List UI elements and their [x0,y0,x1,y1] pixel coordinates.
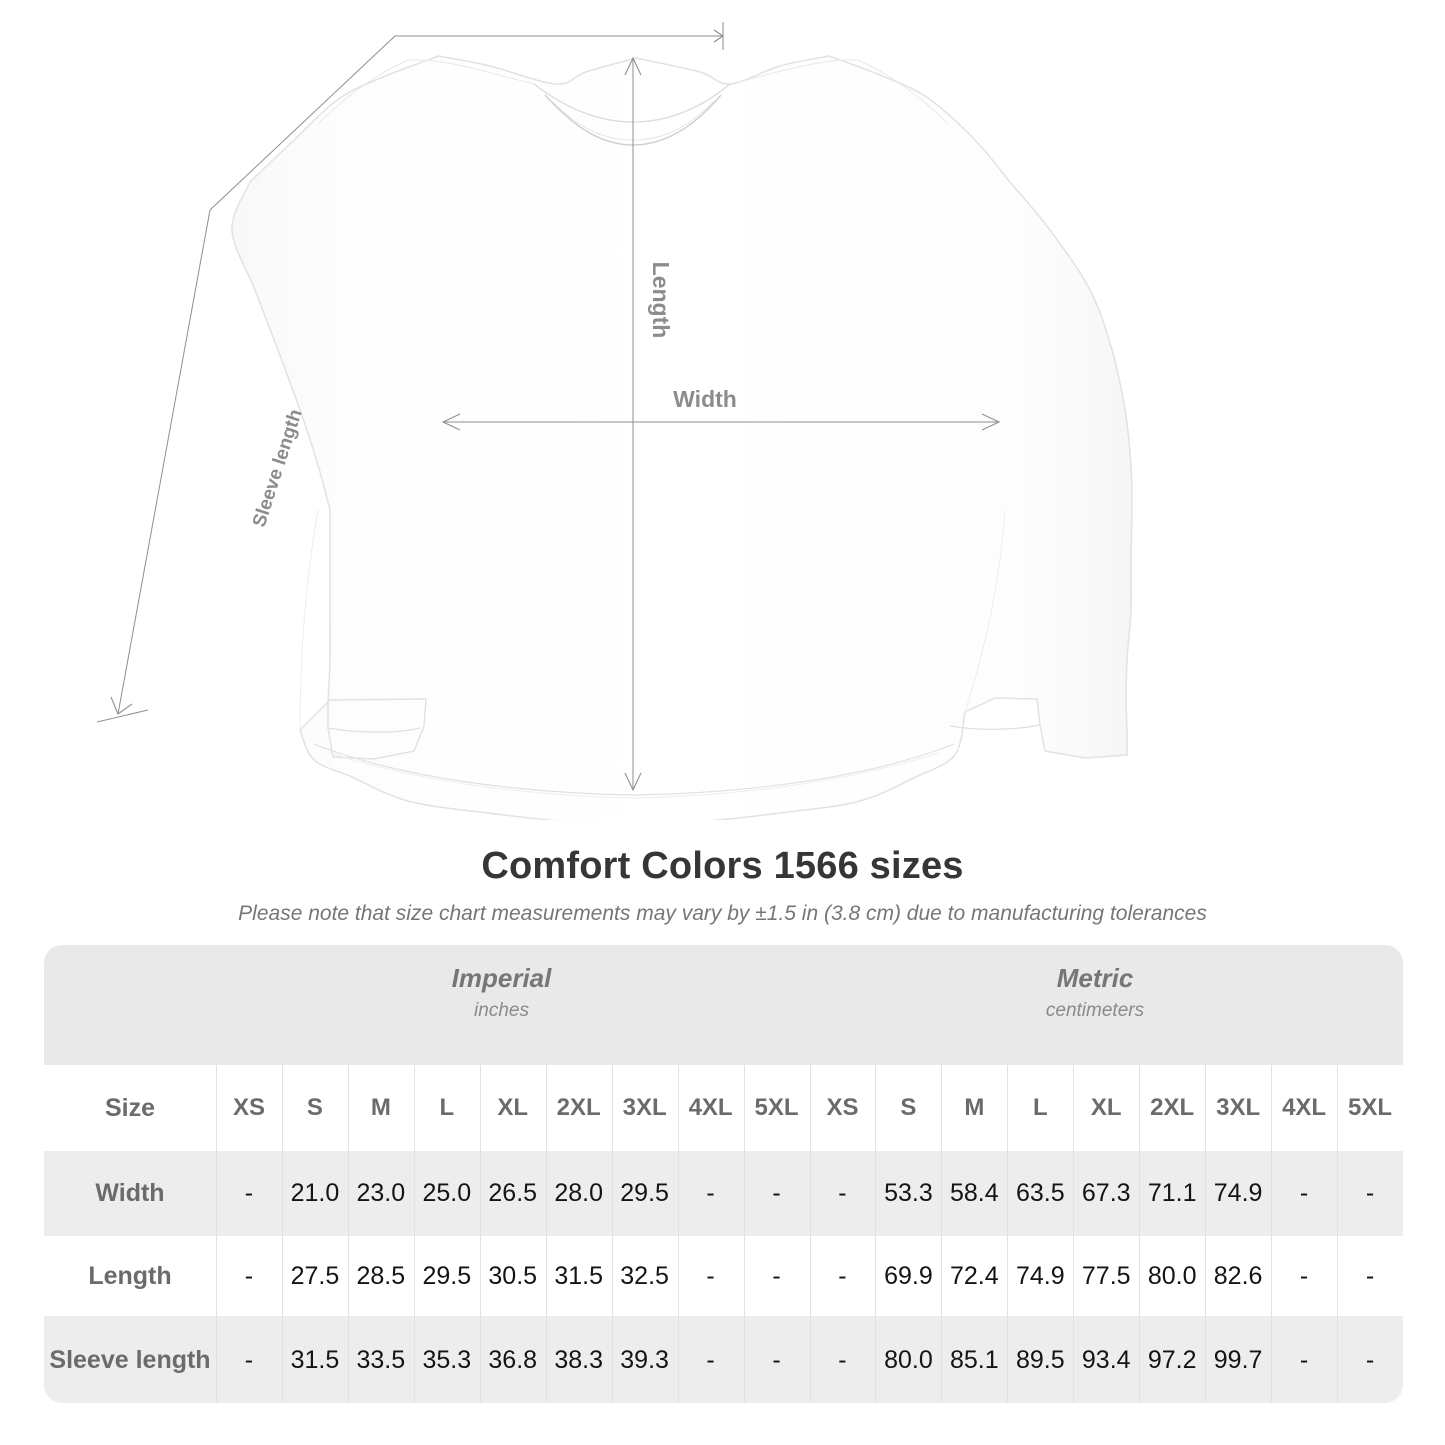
svg-text:Length: Length [648,262,674,339]
svg-text:Width: Width [673,386,737,412]
svg-text:Sleeve length: Sleeve length [249,407,307,530]
